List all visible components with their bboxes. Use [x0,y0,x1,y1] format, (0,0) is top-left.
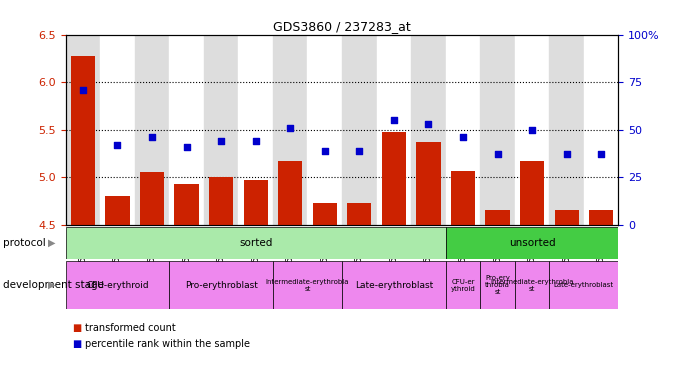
Bar [66,261,169,309]
Text: ■: ■ [73,323,82,333]
Bar [244,180,268,225]
Text: Late-erythroblast: Late-erythroblast [354,281,433,290]
Bar [377,35,411,225]
Bar [209,177,234,225]
Text: unsorted: unsorted [509,238,556,248]
Title: GDS3860 / 237283_at: GDS3860 / 237283_at [273,20,411,33]
Point [319,147,330,154]
Point [561,151,572,157]
Bar [66,35,100,225]
Text: ▶: ▶ [48,280,55,290]
Bar [169,261,273,309]
Text: transformed count: transformed count [85,323,176,333]
Bar [307,35,342,225]
Point [354,147,365,154]
Bar [549,261,618,309]
Text: Pro-ery
throbla
st: Pro-ery throbla st [485,275,510,295]
Bar [204,35,238,225]
Bar [446,227,618,259]
Text: percentile rank within the sample: percentile rank within the sample [85,339,250,349]
Bar [411,35,446,225]
Bar [446,35,480,225]
Text: ■: ■ [73,339,82,349]
Text: Intermediate-erythrobla
st: Intermediate-erythrobla st [266,279,349,291]
Bar [348,203,372,225]
Bar [485,210,510,225]
Bar [589,210,614,225]
Bar [238,35,273,225]
Text: CFU-erythroid: CFU-erythroid [86,281,149,290]
Bar [105,196,129,225]
Bar [342,261,446,309]
Bar [100,35,135,225]
Text: Intermediate-erythrobla
st: Intermediate-erythrobla st [491,279,574,291]
Point [492,151,503,157]
Bar [515,261,549,309]
Bar [451,171,475,225]
Bar [169,35,204,225]
Bar [66,227,446,259]
Point [388,117,399,123]
Bar [342,35,377,225]
Point [146,134,158,140]
Point [181,144,192,150]
Point [423,121,434,127]
Bar [313,203,337,225]
Bar [273,35,307,225]
Text: Pro-erythroblast: Pro-erythroblast [184,281,258,290]
Bar [278,161,303,225]
Bar [382,132,406,225]
Bar [515,35,549,225]
Bar [135,35,169,225]
Text: sorted: sorted [239,238,272,248]
Text: ▶: ▶ [48,238,55,248]
Text: protocol: protocol [3,238,46,248]
Bar [140,172,164,225]
Bar [584,35,618,225]
Text: Late-erythroblast: Late-erythroblast [553,282,614,288]
Text: CFU-er
ythroid: CFU-er ythroid [451,279,475,291]
Bar [480,261,515,309]
Point [596,151,607,157]
Point [216,138,227,144]
Point [250,138,261,144]
Text: development stage: development stage [3,280,104,290]
Bar [416,142,441,225]
Point [527,127,538,133]
Bar [520,161,545,225]
Bar [174,184,199,225]
Point [457,134,468,140]
Bar [273,261,342,309]
Bar [480,35,515,225]
Bar [549,35,584,225]
Point [77,87,88,93]
Point [285,125,296,131]
Bar [446,261,480,309]
Point [112,142,123,148]
Bar [70,56,95,225]
Bar [554,210,578,225]
